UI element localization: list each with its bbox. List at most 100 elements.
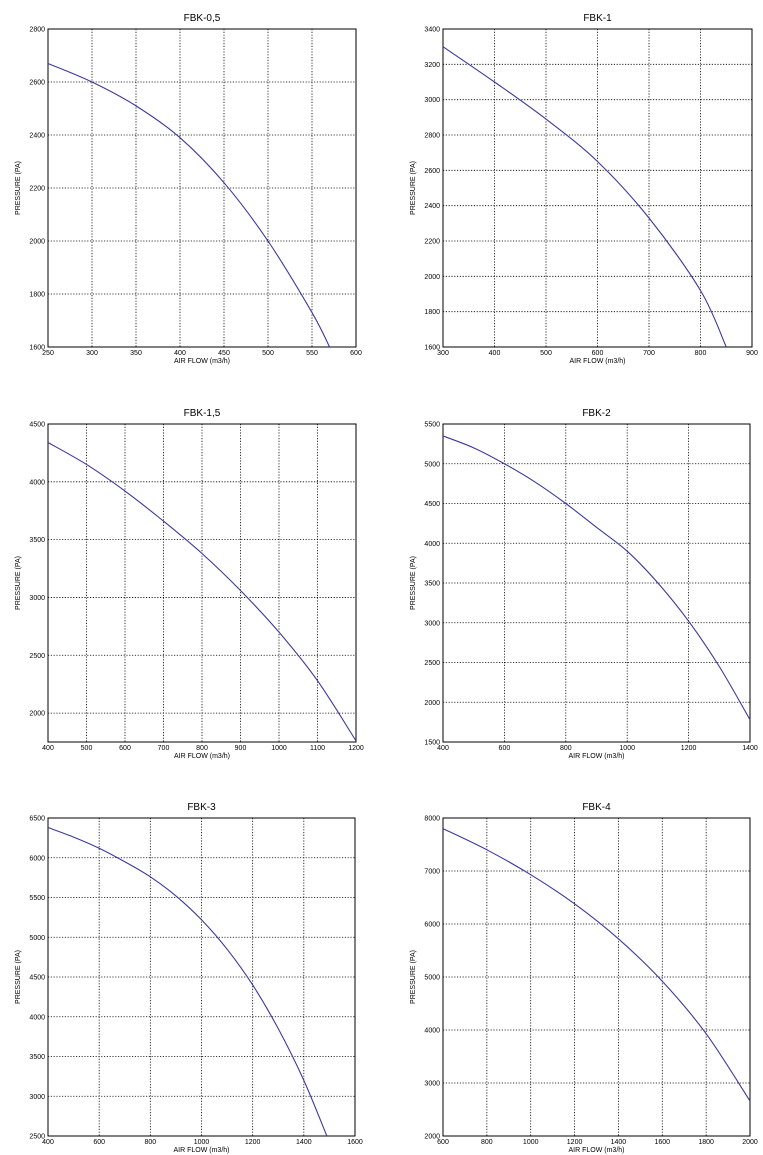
y-tick-label: 3000 [424, 620, 440, 627]
x-tick-label: 1400 [296, 1139, 312, 1146]
y-tick-label: 3000 [29, 1094, 45, 1101]
x-tick-label: 350 [130, 350, 142, 357]
x-axis-label: AIR FLOW (m3/h) [568, 753, 624, 760]
y-tick-label: 1800 [424, 309, 440, 316]
chart-title: FBK-0,5 [184, 13, 221, 24]
y-tick-label: 2500 [29, 653, 45, 660]
chart-title: FBK-4 [582, 802, 611, 813]
plot-frame [442, 817, 751, 1137]
pressure-curve [47, 827, 328, 1137]
y-tick-label: 1500 [424, 740, 440, 747]
pressure-curve [47, 442, 357, 742]
y-tick-label: 4000 [424, 541, 440, 548]
x-tick-label: 900 [235, 745, 247, 752]
x-tick-label: 450 [218, 350, 230, 357]
plot-frame [47, 817, 356, 1137]
x-tick-label: 600 [350, 350, 362, 357]
y-tick-label: 2400 [29, 133, 45, 140]
y-tick-label: 3500 [424, 581, 440, 588]
y-tick-label: 2500 [424, 660, 440, 667]
plot-frame [47, 423, 357, 743]
x-tick-label: 400 [42, 1139, 54, 1146]
x-tick-label: 600 [93, 1139, 105, 1146]
x-tick-label: 300 [86, 350, 98, 357]
y-tick-label: 1600 [29, 345, 45, 352]
y-tick-label: 7000 [424, 869, 440, 876]
y-tick-label: 3200 [424, 62, 440, 69]
x-axis-label: AIR FLOW (m3/h) [569, 358, 625, 365]
y-axis-label: PRESSURE (PA) [15, 950, 22, 1004]
y-tick-label: 5500 [29, 895, 45, 902]
y-tick-label: 4000 [424, 1028, 440, 1035]
x-axis-label: AIR FLOW (m3/h) [174, 358, 230, 365]
chart-4: FBK-3 400 600 800 1000 1200 1400 1600 2500 3000 35… [15, 802, 363, 1154]
x-tick-label: 800 [481, 1139, 493, 1146]
x-axis-label: AIR FLOW (m3/h) [174, 753, 230, 760]
x-tick-label: 800 [695, 350, 707, 357]
x-tick-label: 400 [42, 745, 54, 752]
x-tick-label: 1000 [523, 1139, 539, 1146]
y-tick-label: 2500 [29, 1134, 45, 1141]
y-tick-label: 5000 [424, 461, 440, 468]
x-axis-label: AIR FLOW (m3/h) [568, 1147, 624, 1154]
chart-3: FBK-2 400 600 800 1000 1200 1400 1500 2000 2500 30… [410, 408, 758, 760]
y-tick-label: 4500 [29, 422, 45, 429]
chart-title: FBK-1,5 [184, 408, 221, 419]
x-tick-label: 250 [42, 350, 54, 357]
x-tick-label: 1400 [611, 1139, 627, 1146]
y-tick-label: 2000 [29, 711, 45, 718]
y-tick-label: 2800 [424, 133, 440, 140]
x-tick-label: 400 [174, 350, 186, 357]
x-tick-label: 300 [437, 350, 449, 357]
y-tick-label: 6500 [29, 816, 45, 823]
x-tick-label: 1000 [271, 745, 287, 752]
y-tick-label: 3500 [29, 537, 45, 544]
x-tick-label: 600 [437, 1139, 449, 1146]
x-tick-label: 1000 [194, 1139, 210, 1146]
x-tick-label: 600 [592, 350, 604, 357]
x-tick-label: 1600 [347, 1139, 363, 1146]
pressure-curve [442, 828, 751, 1102]
y-axis-label: PRESSURE (PA) [15, 556, 22, 610]
y-tick-label: 3000 [424, 1081, 440, 1088]
x-tick-label: 800 [144, 1139, 156, 1146]
x-tick-label: 400 [437, 745, 449, 752]
y-tick-label: 8000 [424, 816, 440, 823]
y-tick-label: 2600 [29, 80, 45, 87]
plot-frame [442, 28, 753, 348]
x-tick-label: 900 [746, 350, 758, 357]
chart-5: FBK-4 600 800 1000 1200 1400 1600 1800 2000 2000 3… [410, 802, 758, 1154]
y-tick-label: 4500 [424, 501, 440, 508]
x-tick-label: 500 [262, 350, 274, 357]
x-tick-label: 500 [81, 745, 93, 752]
y-tick-label: 2200 [424, 239, 440, 246]
y-tick-label: 3500 [29, 1054, 45, 1061]
x-tick-label: 550 [306, 350, 318, 357]
plot-frame [47, 28, 357, 348]
y-tick-label: 4000 [29, 1014, 45, 1021]
y-tick-label: 3000 [424, 97, 440, 104]
y-tick-label: 1800 [29, 292, 45, 299]
plot-frame [442, 423, 751, 743]
y-tick-label: 4000 [29, 479, 45, 486]
chart-title: FBK-1 [583, 13, 612, 24]
y-axis-label: PRESSURE (PA) [410, 950, 417, 1004]
y-axis-label: PRESSURE (PA) [410, 556, 417, 610]
x-tick-label: 800 [560, 745, 572, 752]
y-tick-label: 5000 [424, 975, 440, 982]
x-tick-label: 600 [119, 745, 131, 752]
chart-1: FBK-1 300 400 500 600 700 800 900 1600 1800 2000 22… [410, 13, 758, 365]
y-tick-label: 2400 [424, 203, 440, 210]
x-tick-label: 800 [196, 745, 208, 752]
x-tick-label: 2000 [742, 1139, 758, 1146]
x-tick-label: 600 [499, 745, 511, 752]
y-tick-label: 2800 [29, 27, 45, 34]
pressure-curve [442, 46, 727, 348]
y-axis-label: PRESSURE (PA) [410, 161, 417, 215]
y-tick-label: 1600 [424, 345, 440, 352]
y-tick-label: 3400 [424, 27, 440, 34]
y-tick-label: 2000 [29, 239, 45, 246]
x-tick-label: 1600 [654, 1139, 670, 1146]
chart-0: FBK-0,5 250 300 350 400 450 500 550 600 1600 1800 2… [15, 13, 362, 365]
